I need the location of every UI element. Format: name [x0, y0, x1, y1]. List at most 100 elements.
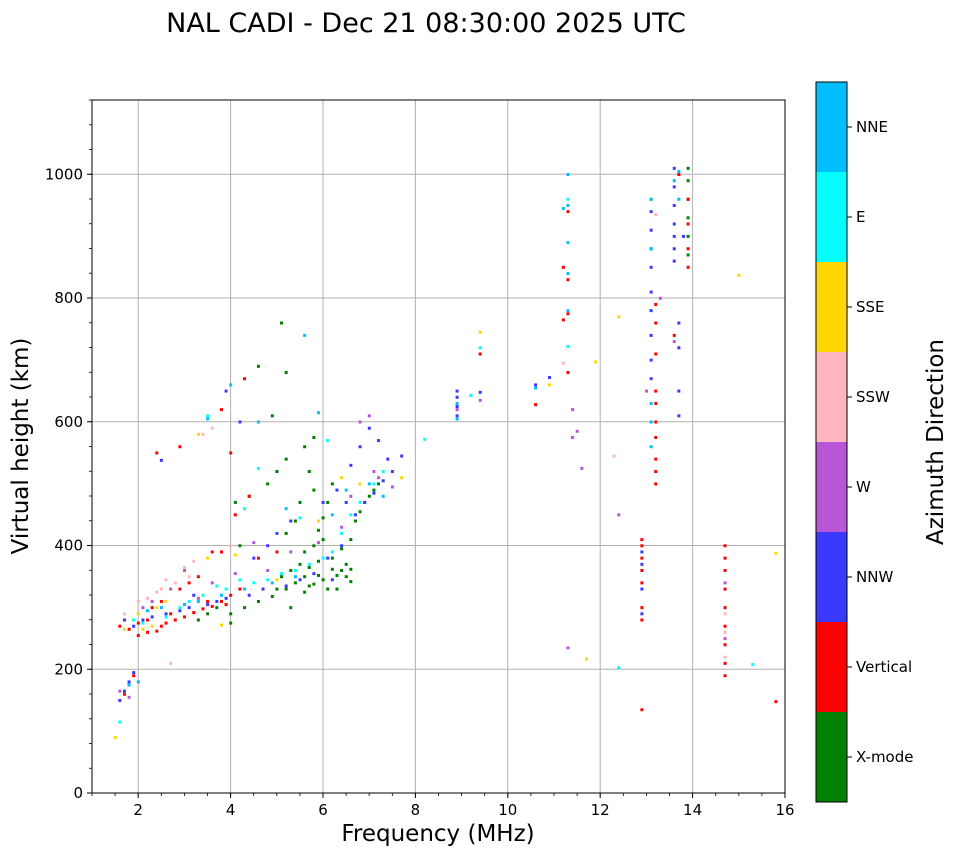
- data-point: [617, 666, 621, 670]
- data-point: [340, 531, 344, 535]
- data-point: [672, 340, 676, 344]
- data-point: [206, 603, 210, 607]
- data-point: [640, 538, 644, 542]
- data-point: [566, 210, 570, 214]
- data-point: [284, 457, 288, 461]
- data-point: [672, 222, 676, 226]
- data-point: [127, 683, 131, 687]
- data-point: [580, 466, 584, 470]
- data-point: [654, 302, 658, 306]
- data-point: [340, 544, 344, 548]
- data-point: [210, 426, 214, 430]
- data-point: [178, 606, 182, 610]
- data-point: [377, 482, 381, 486]
- x-axis: 2 4 6 8 10 12 14 16: [91, 793, 795, 819]
- data-point: [723, 612, 727, 616]
- data-point: [390, 485, 394, 489]
- data-point: [284, 531, 288, 535]
- data-point: [247, 494, 251, 498]
- data-point: [206, 556, 210, 560]
- data-point: [640, 708, 644, 712]
- data-point: [206, 612, 210, 616]
- data-point: [224, 596, 228, 600]
- data-marks: [113, 166, 778, 740]
- colorbar-swatch-sse: [816, 262, 847, 352]
- data-point: [358, 500, 362, 504]
- chart-title: NAL CADI - Dec 21 08:30:00 2025 UTC: [166, 8, 686, 39]
- y-tick-label: 200: [54, 660, 83, 678]
- data-point: [122, 627, 126, 631]
- data-point: [358, 510, 362, 514]
- data-point: [654, 352, 658, 356]
- data-point: [330, 567, 334, 571]
- data-point: [159, 624, 163, 628]
- data-point: [330, 556, 334, 560]
- data-point: [640, 556, 644, 560]
- colorbar: X-mode Vertical NNW W SSW SSE E NNE: [815, 81, 913, 803]
- data-point: [303, 550, 307, 554]
- data-point: [654, 321, 658, 325]
- data-point: [640, 612, 644, 616]
- data-point: [478, 330, 482, 334]
- data-point: [164, 621, 168, 625]
- data-point: [349, 463, 353, 467]
- data-point: [229, 383, 233, 387]
- series-nnw: [118, 166, 685, 702]
- data-point: [307, 565, 311, 569]
- data-point: [686, 247, 690, 251]
- data-point: [183, 603, 187, 607]
- data-point: [381, 470, 385, 474]
- colorbar-tick-label: SSW: [856, 388, 890, 406]
- data-point: [266, 569, 270, 573]
- data-point: [201, 593, 205, 597]
- data-point: [146, 609, 150, 613]
- data-point: [566, 646, 570, 650]
- data-point: [344, 488, 348, 492]
- data-point: [672, 185, 676, 189]
- data-point: [575, 429, 579, 433]
- data-point: [677, 197, 681, 201]
- data-point: [146, 596, 150, 600]
- data-point: [187, 575, 191, 579]
- data-point: [649, 228, 653, 232]
- data-point: [316, 528, 320, 532]
- data-point: [243, 507, 247, 511]
- data-point: [372, 491, 376, 495]
- data-point: [654, 213, 658, 217]
- data-point: [284, 371, 288, 375]
- data-point: [219, 550, 223, 554]
- data-point: [566, 197, 570, 201]
- data-point: [326, 556, 330, 560]
- data-point: [649, 445, 653, 449]
- data-point: [534, 383, 538, 387]
- data-point: [164, 612, 168, 616]
- data-point: [141, 621, 145, 625]
- data-point: [192, 559, 196, 563]
- colorbar-label: Azimuth Direction: [923, 339, 949, 545]
- data-point: [136, 612, 140, 616]
- data-point: [224, 587, 228, 591]
- data-point: [534, 403, 538, 407]
- data-point: [266, 578, 270, 582]
- data-point: [183, 615, 187, 619]
- y-tick-label: 600: [54, 413, 83, 431]
- data-point: [252, 581, 256, 585]
- data-point: [293, 569, 297, 573]
- data-point: [118, 624, 122, 628]
- data-point: [196, 599, 200, 603]
- colorbar-swatch-nnw: [816, 532, 847, 622]
- data-point: [349, 513, 353, 517]
- data-point: [566, 312, 570, 316]
- colorbar-tick-label: Vertical: [856, 658, 912, 676]
- data-point: [266, 482, 270, 486]
- data-point: [280, 575, 284, 579]
- data-point: [640, 606, 644, 610]
- data-point: [571, 408, 575, 412]
- data-point: [183, 565, 187, 569]
- data-point: [280, 321, 284, 325]
- data-point: [122, 689, 126, 693]
- data-point: [649, 377, 653, 381]
- data-point: [275, 550, 279, 554]
- data-point: [344, 562, 348, 566]
- data-point: [256, 364, 260, 368]
